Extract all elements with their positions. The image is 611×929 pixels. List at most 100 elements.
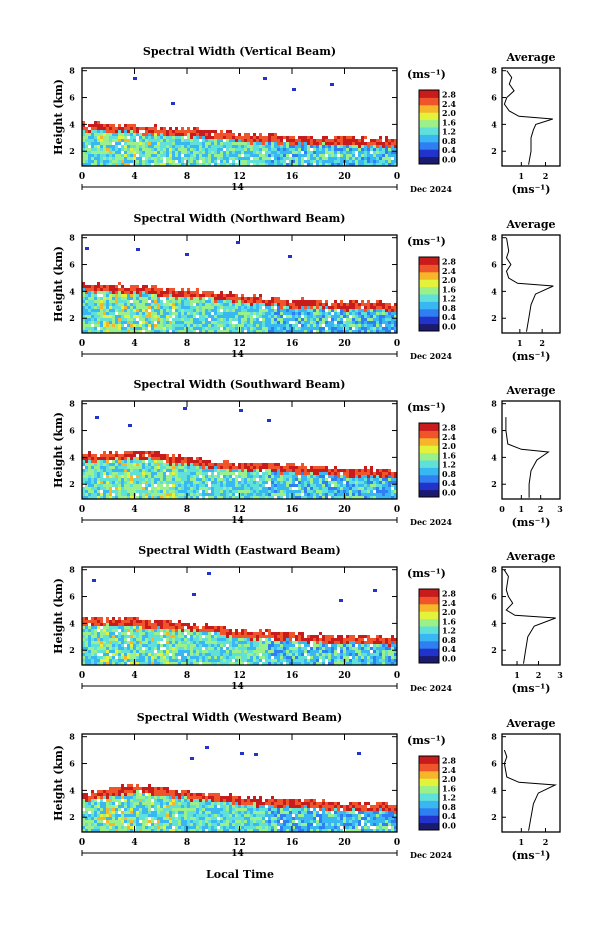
heatmap-cell — [106, 124, 109, 127]
heatmap-cell — [187, 145, 190, 148]
heatmap-cell — [202, 463, 205, 466]
heatmap-cell — [88, 653, 91, 656]
heatmap-cell — [130, 644, 133, 647]
heatmap-cell — [214, 330, 217, 333]
heatmap-cell — [124, 297, 127, 300]
heatmap-cell — [235, 478, 238, 481]
heatmap-cell — [211, 139, 214, 142]
heatmap-cell — [247, 638, 250, 641]
heatmap-cell — [115, 324, 118, 327]
heatmap-cell — [292, 493, 295, 496]
heatmap-cell — [121, 629, 124, 632]
heatmap-cell — [322, 638, 325, 641]
heatmap-cell — [274, 318, 277, 321]
heatmap-cell — [136, 312, 139, 315]
heatmap-cell — [316, 653, 319, 656]
heatmap-cell — [139, 647, 142, 650]
heatmap-cell — [100, 629, 103, 632]
heatmap-cell — [247, 136, 250, 139]
heatmap-cell — [394, 306, 397, 309]
heatmap-cell — [142, 487, 145, 490]
heatmap-cell — [385, 139, 388, 142]
heatmap-cell — [166, 475, 169, 478]
heatmap-cell — [247, 632, 250, 635]
heatmap-cell — [136, 315, 139, 318]
heatmap-cell — [163, 136, 166, 139]
heatmap-cell — [241, 306, 244, 309]
heatmap-cell — [205, 647, 208, 650]
heatmap-cell — [169, 133, 172, 136]
heatmap-cell — [163, 457, 166, 460]
heatmap-cell — [379, 487, 382, 490]
heatmap-cell — [349, 330, 352, 333]
heatmap-cell — [229, 629, 232, 632]
heatmap-cell — [382, 475, 385, 478]
heatmap-cell — [232, 653, 235, 656]
heatmap-cell — [271, 487, 274, 490]
heatmap-cell — [154, 318, 157, 321]
heatmap-cell — [229, 481, 232, 484]
heatmap-cell — [370, 309, 373, 312]
heatmap-cell — [190, 635, 193, 638]
heatmap-cell — [97, 282, 100, 285]
heatmap-cell — [229, 130, 232, 133]
heatmap-cell — [193, 133, 196, 136]
heatmap-cell — [292, 136, 295, 139]
heatmap-cell — [118, 617, 121, 620]
heatmap-cell — [220, 662, 223, 665]
heatmap-cell — [112, 662, 115, 665]
heatmap-cell — [286, 324, 289, 327]
heatmap-cell — [157, 157, 160, 160]
heatmap-cell — [307, 157, 310, 160]
heatmap-cell — [181, 127, 184, 130]
heatmap-cell — [325, 151, 328, 154]
heatmap-cell — [94, 324, 97, 327]
heatmap-cell — [202, 154, 205, 157]
heatmap-cell — [127, 157, 130, 160]
heatmap-cell — [268, 475, 271, 478]
heatmap-cell — [319, 163, 322, 166]
heatmap-cell — [391, 148, 394, 151]
heatmap-cell — [286, 330, 289, 333]
heatmap-cell — [148, 324, 151, 327]
heatmap-cell — [112, 297, 115, 300]
heatmap-cell — [97, 641, 100, 644]
heatmap-cell — [160, 127, 163, 130]
heatmap-cell — [304, 136, 307, 139]
heatmap-cell — [154, 127, 157, 130]
heatmap-cell — [214, 487, 217, 490]
heatmap-cell — [115, 148, 118, 151]
heatmap-cell — [142, 638, 145, 641]
heatmap-cell — [271, 463, 274, 466]
heatmap-cell — [97, 644, 100, 647]
heatmap-cell — [304, 496, 307, 499]
heatmap-cell — [277, 481, 280, 484]
heatmap-cell — [382, 481, 385, 484]
heatmap-cell — [175, 638, 178, 641]
heatmap-cell — [238, 647, 241, 650]
heatmap-cell — [205, 139, 208, 142]
heatmap-cell — [91, 303, 94, 306]
heatmap-cell — [253, 300, 256, 303]
heatmap-cell — [298, 641, 301, 644]
heatmap-cell — [154, 309, 157, 312]
heatmap-cell — [178, 130, 181, 133]
heatmap-cell — [130, 466, 133, 469]
colorbar-unit: (ms⁻¹) — [407, 68, 446, 81]
heatmap-cell — [106, 653, 109, 656]
heatmap-cell — [88, 154, 91, 157]
heatmap-cell — [154, 133, 157, 136]
heatmap-cell — [295, 472, 298, 475]
heatmap-cell — [232, 294, 235, 297]
heatmap-cell — [331, 318, 334, 321]
heatmap-cell — [358, 472, 361, 475]
heatmap-cell — [394, 324, 397, 327]
heatmap-cell — [157, 469, 160, 472]
heatmap-cell — [115, 327, 118, 330]
heatmap-cell — [304, 318, 307, 321]
heatmap-cell — [364, 469, 367, 472]
heatmap-cell — [241, 638, 244, 641]
heatmap-cell — [283, 151, 286, 154]
heatmap-cell — [229, 653, 232, 656]
heatmap-cell — [220, 629, 223, 632]
